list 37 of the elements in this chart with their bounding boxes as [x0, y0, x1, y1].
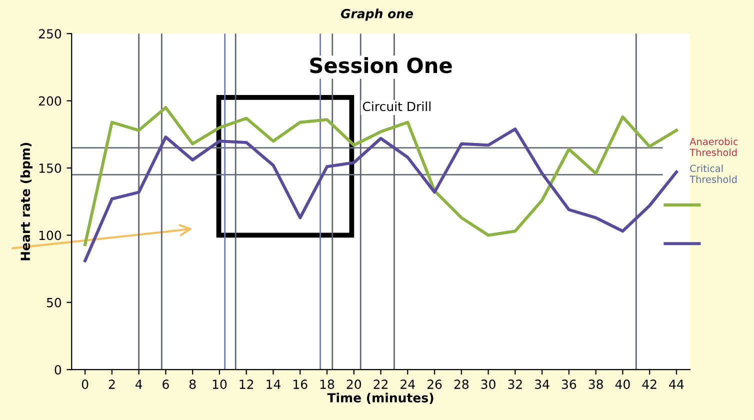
y-tick-label: 200: [38, 96, 62, 106]
x-tick-label: 2: [108, 380, 115, 389]
y-tick-label: 150: [39, 163, 62, 173]
y-tick-label: 100: [39, 230, 62, 240]
x-tick-label: 42: [642, 380, 656, 389]
x-tick-label: 36: [562, 380, 576, 389]
text: Session One: [310, 57, 452, 74]
x-tick-label: 16: [294, 380, 308, 389]
y-tick-label: 250: [38, 29, 62, 39]
x-tick-label: 0: [82, 380, 88, 389]
x-tick-label: 22: [374, 380, 388, 389]
line-series: [84, 127, 678, 262]
x-tick-label: 24: [400, 380, 415, 389]
ref-line-label: Anaerobic Threshold: [690, 138, 738, 156]
annotation: Circuit Drill: [362, 101, 430, 112]
x-axis-title: Time (minutes): [327, 392, 434, 404]
y-axis-title: Heart rate (bpm): [20, 142, 32, 260]
x-tick-label: 8: [189, 380, 196, 389]
chart-title: Graph one: [340, 8, 414, 21]
x-tick-label: 6: [162, 380, 169, 389]
x-tick-label: 44: [669, 380, 684, 389]
y-tick-label: 0: [54, 365, 62, 375]
x-tick-label: 34: [535, 380, 550, 389]
x-tick-label: 20: [346, 380, 362, 389]
x-tick-label: 4: [135, 380, 142, 389]
y-tick-label: 50: [46, 298, 62, 308]
x-tick-label: 26: [427, 380, 442, 389]
x-tick-label: 12: [240, 380, 254, 389]
x-tick-label: 32: [508, 380, 522, 389]
x-tick-label: 14: [266, 380, 280, 389]
x-tick-label: 18: [320, 380, 334, 389]
x-tick-label: 40: [615, 380, 630, 389]
x-tick-label: 30: [481, 380, 496, 389]
x-tick-label: 10: [212, 380, 227, 389]
x-tick-label: 28: [454, 380, 469, 389]
x-tick-label: 38: [588, 380, 603, 389]
ref-line-label: Critical Threshold: [690, 164, 737, 183]
